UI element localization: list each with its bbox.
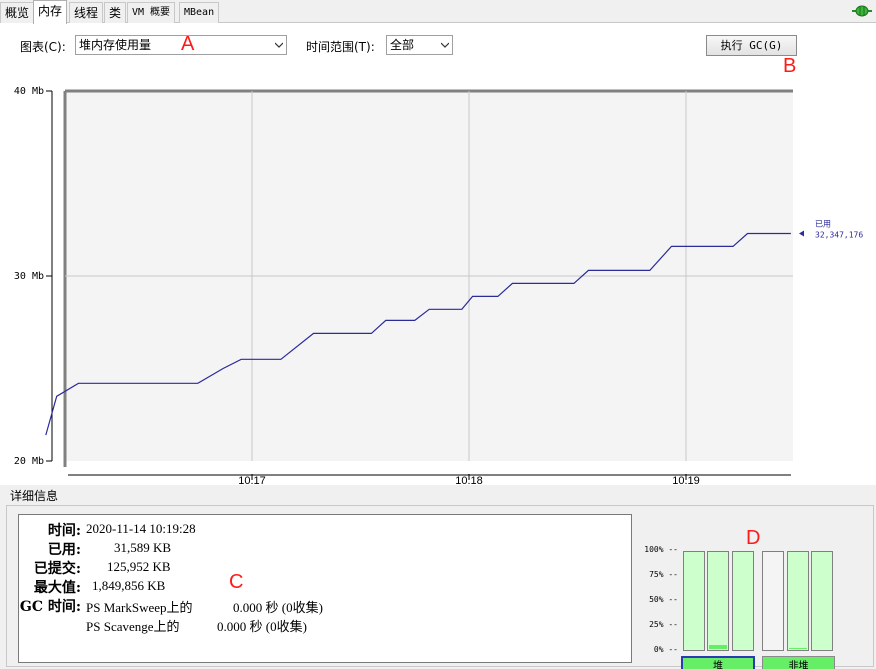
- y-tick-label: 30 Mb: [14, 271, 44, 282]
- tab-memory[interactable]: 内存: [33, 0, 68, 24]
- x-tick-label: 10:17: [238, 475, 266, 485]
- max-value: 1,849,856 KB: [92, 578, 166, 593]
- nonheap-pool-bar[interactable]: [762, 551, 784, 651]
- tab-overview[interactable]: 概览: [0, 2, 35, 23]
- range-select[interactable]: 全部: [386, 35, 453, 55]
- x-tick-label: 10:18: [455, 475, 483, 485]
- gc-marksweep-value: 0.000 秒 (0收集): [233, 600, 323, 615]
- gc-scavenge-label: PS Scavenge上的: [86, 619, 180, 634]
- nonheap-pool-bar[interactable]: [811, 551, 833, 651]
- time-key: 时间:: [47, 523, 81, 539]
- chart-select[interactable]: 堆内存使用量: [75, 35, 287, 55]
- tab-threads[interactable]: 线程: [69, 2, 104, 23]
- nonheap-pool-bar[interactable]: [787, 551, 809, 651]
- heap-pool-fill: [709, 645, 727, 649]
- nonheap-button[interactable]: 非堆: [762, 656, 835, 669]
- heap-pool-bar[interactable]: [707, 551, 729, 651]
- y-tick-label: 20 Mb: [14, 456, 44, 467]
- series-marker: [799, 230, 804, 237]
- series-name-label: 已用: [815, 219, 831, 228]
- details-panel: 详细信息 时间: 2020-11-14 10:19:28 已用: 31,589 …: [0, 485, 876, 669]
- heap-pool-bar[interactable]: [732, 551, 754, 651]
- range-select-value: 全部: [390, 38, 415, 52]
- time-value: 2020-11-14 10:19:28: [86, 521, 196, 536]
- used-series-line: [45, 232, 791, 436]
- y-tick-label: 40 Mb: [14, 86, 44, 97]
- tab-bar: 概览 内存 线程 类 VM 概要 MBean: [0, 0, 876, 24]
- range-label: 时间范围(T):: [306, 40, 375, 54]
- nonheap-pool-fill: [789, 648, 807, 649]
- tab-classes[interactable]: 类: [104, 2, 127, 23]
- heap-button[interactable]: 堆: [681, 656, 755, 669]
- details-border: [6, 505, 874, 667]
- committed-value: 125,952 KB: [107, 559, 171, 574]
- details-title: 详细信息: [10, 489, 59, 503]
- details-info-box: 时间: 2020-11-14 10:19:28 已用: 31,589 KB 已提…: [18, 514, 632, 663]
- annotation-b: B: [783, 55, 797, 77]
- pct-label-75: 75% --: [649, 570, 678, 579]
- connection-icon: [852, 5, 872, 17]
- used-value: 31,589 KB: [114, 540, 172, 555]
- heap-pool-bar[interactable]: [683, 551, 705, 651]
- chevron-down-icon: [275, 42, 283, 48]
- series-value-label: 32,347,176: [815, 230, 863, 239]
- used-key: 已用:: [47, 542, 81, 558]
- pct-label-100: 100% --: [644, 545, 678, 554]
- annotation-c: C: [229, 571, 244, 593]
- gc-scavenge-value: 0.000 秒 (0收集): [217, 619, 307, 634]
- pct-label-25: 25% --: [649, 620, 678, 629]
- gc-marksweep-label: PS MarkSweep上的: [86, 600, 193, 615]
- chart-label: 图表(C):: [20, 40, 66, 54]
- max-key: 最大值:: [33, 580, 81, 596]
- x-tick-label: 10:19: [672, 475, 700, 485]
- chart-select-value: 堆内存使用量: [79, 38, 152, 52]
- gc-time-key: GC 时间:: [19, 599, 81, 615]
- annotation-a: A: [181, 33, 195, 55]
- annotation-d: D: [746, 527, 761, 549]
- memory-chart: 40 Mb 30 Mb 20 Mb 10:17 10:18 10:19 已用 32,347,1…: [14, 86, 863, 485]
- memory-panel: 图表(C): 堆内存使用量 A 时间范围(T): 全部 执行 GC(G) B 4…: [0, 23, 876, 669]
- perform-gc-button[interactable]: 执行 GC(G): [706, 35, 797, 56]
- pct-label-50: 50% --: [649, 595, 678, 604]
- tab-mbeans[interactable]: MBean: [179, 2, 220, 23]
- tab-vm-summary[interactable]: VM 概要: [127, 2, 176, 23]
- committed-key: 已提交:: [33, 561, 81, 577]
- chevron-down-icon: [441, 42, 449, 48]
- pct-label-0: 0% --: [653, 645, 678, 654]
